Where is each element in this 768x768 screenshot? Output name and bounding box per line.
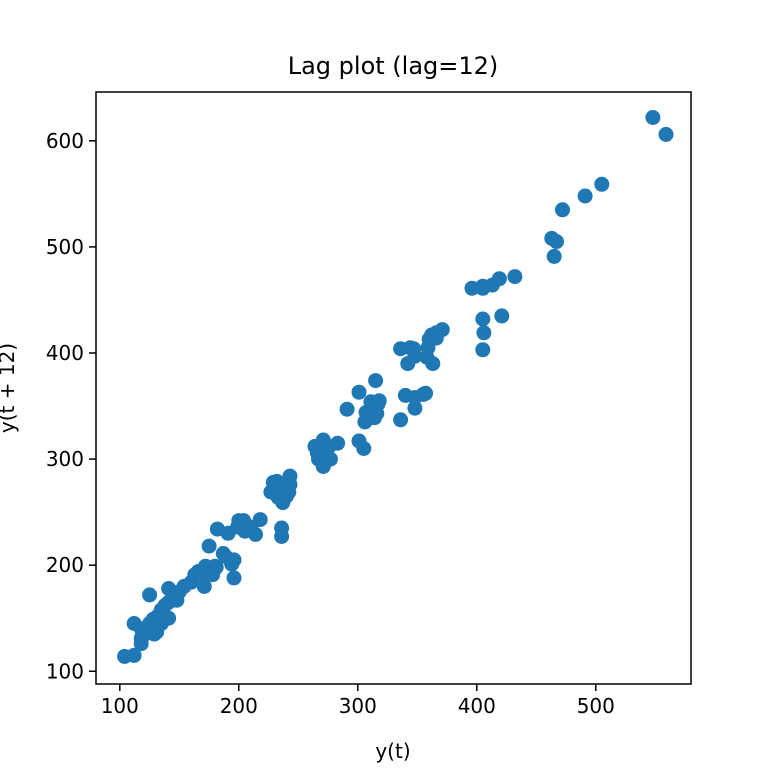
y-tick-label-3: 400 xyxy=(46,341,84,365)
scatter-point-42 xyxy=(226,570,242,586)
scatter-point-108 xyxy=(434,322,450,338)
scatter-point-79 xyxy=(351,384,367,400)
scatter-point-52 xyxy=(252,512,268,528)
scatter-point-66 xyxy=(282,468,298,484)
x-tick-label-4: 500 xyxy=(577,694,615,718)
scatter-point-113 xyxy=(475,342,491,358)
y-tick-label-5: 600 xyxy=(46,129,84,153)
scatter-point-116 xyxy=(491,271,507,287)
scatter-point-27 xyxy=(161,581,177,596)
y-tick-label-0: 100 xyxy=(46,659,84,683)
scatter-point-43 xyxy=(201,538,217,554)
scatter-point-126 xyxy=(658,126,674,142)
scatter-point-51 xyxy=(248,526,263,542)
scatter-point-91 xyxy=(393,412,409,428)
y-tick-label-4: 500 xyxy=(46,235,84,259)
y-axis-label: y(t + 12) xyxy=(0,343,19,433)
scatter-point-76 xyxy=(330,435,346,451)
y-tick-label-2: 300 xyxy=(46,447,84,471)
scatter-point-86 xyxy=(368,373,384,389)
y-tick-label-1: 200 xyxy=(46,553,84,577)
scatter-point-96 xyxy=(407,348,423,364)
scatter-point-114 xyxy=(476,325,492,341)
scatter-point-13 xyxy=(142,587,158,603)
scatter-point-123 xyxy=(577,188,593,204)
x-tick-label-1: 200 xyxy=(220,694,258,718)
scatter-point-77 xyxy=(339,401,355,417)
scatter-point-118 xyxy=(507,269,523,285)
x-axis-label: y(t) xyxy=(375,739,410,763)
scatter-point-97 xyxy=(407,400,423,416)
scatter-point-121 xyxy=(549,234,564,250)
x-axis-ticks: 100 200 300 400 500 xyxy=(101,684,615,718)
scatter-point-89 xyxy=(371,393,387,409)
y-axis-ticks: 100 200 300 400 500 600 xyxy=(46,129,96,683)
x-tick-label-3: 400 xyxy=(458,694,496,718)
scatter-point-105 xyxy=(425,356,441,372)
scatter-points xyxy=(117,110,674,664)
chart-title: Lag plot (lag=12) xyxy=(288,52,499,80)
scatter-point-80 xyxy=(356,441,372,456)
plot-frame xyxy=(95,91,692,685)
scatter-point-61 xyxy=(274,529,290,544)
scatter-point-112 xyxy=(475,311,491,327)
scatter-point-75 xyxy=(322,451,338,467)
scatter-point-41 xyxy=(226,552,242,568)
scatter-point-120 xyxy=(546,248,562,264)
scatter-point-100 xyxy=(418,385,434,401)
x-tick-label-0: 100 xyxy=(101,694,139,718)
scatter-point-124 xyxy=(594,176,610,192)
scatter-point-1 xyxy=(126,647,142,663)
scatter-point-122 xyxy=(555,202,570,218)
scatter-point-37 xyxy=(208,559,224,575)
scatter-point-125 xyxy=(645,110,661,125)
scatter-point-117 xyxy=(494,308,510,324)
x-tick-label-2: 300 xyxy=(339,694,377,718)
